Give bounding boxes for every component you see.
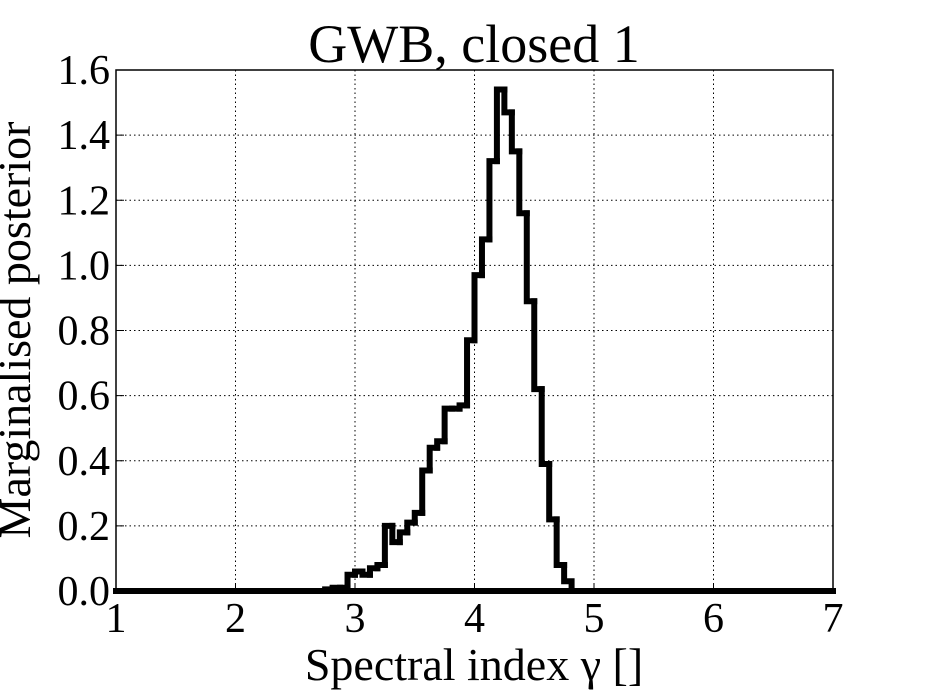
histogram-bar [546,461,560,523]
y-tick-label: 1.4 [58,113,111,159]
histogram-bar [501,86,515,116]
y-tick-label: 0.2 [58,504,111,550]
histogram-bar [478,236,493,279]
x-tick-label: 2 [225,596,246,642]
plot-frame [115,69,834,592]
x-tick-label: 6 [703,596,724,642]
histogram-bar [426,444,441,474]
histogram-bar [508,109,523,155]
histogram-bar [464,337,478,409]
histogram-bar [523,210,538,305]
x-tick-label: 4 [464,596,485,642]
histogram-bar [486,158,500,243]
y-tick-label: 0.8 [58,309,111,355]
y-tick-label: 1.6 [58,48,111,94]
chart-title: GWB, closed 1 [308,14,639,74]
x-tick-label: 1 [106,596,127,642]
histogram-bar [441,405,456,445]
y-tick-label: 1.2 [58,178,111,224]
histogram-bar [561,561,575,594]
y-axis-label: Marginalised posterior [0,122,40,539]
y-tick-label: 0.4 [58,439,111,485]
x-tick-label: 5 [584,596,605,642]
histogram-bar [531,298,545,393]
y-tick-label: 0.6 [58,374,111,420]
x-tick-label: 3 [345,596,366,642]
x-axis-label: Spectral index γ [] [305,639,643,690]
histogram-bar [419,467,433,516]
x-tick-label: 7 [823,596,844,642]
histogram-bar [538,386,553,468]
histogram-bar [516,148,530,217]
histogram-bar [553,516,568,568]
y-tick-label: 0.0 [58,569,111,615]
y-tick-label: 1.0 [58,243,111,289]
